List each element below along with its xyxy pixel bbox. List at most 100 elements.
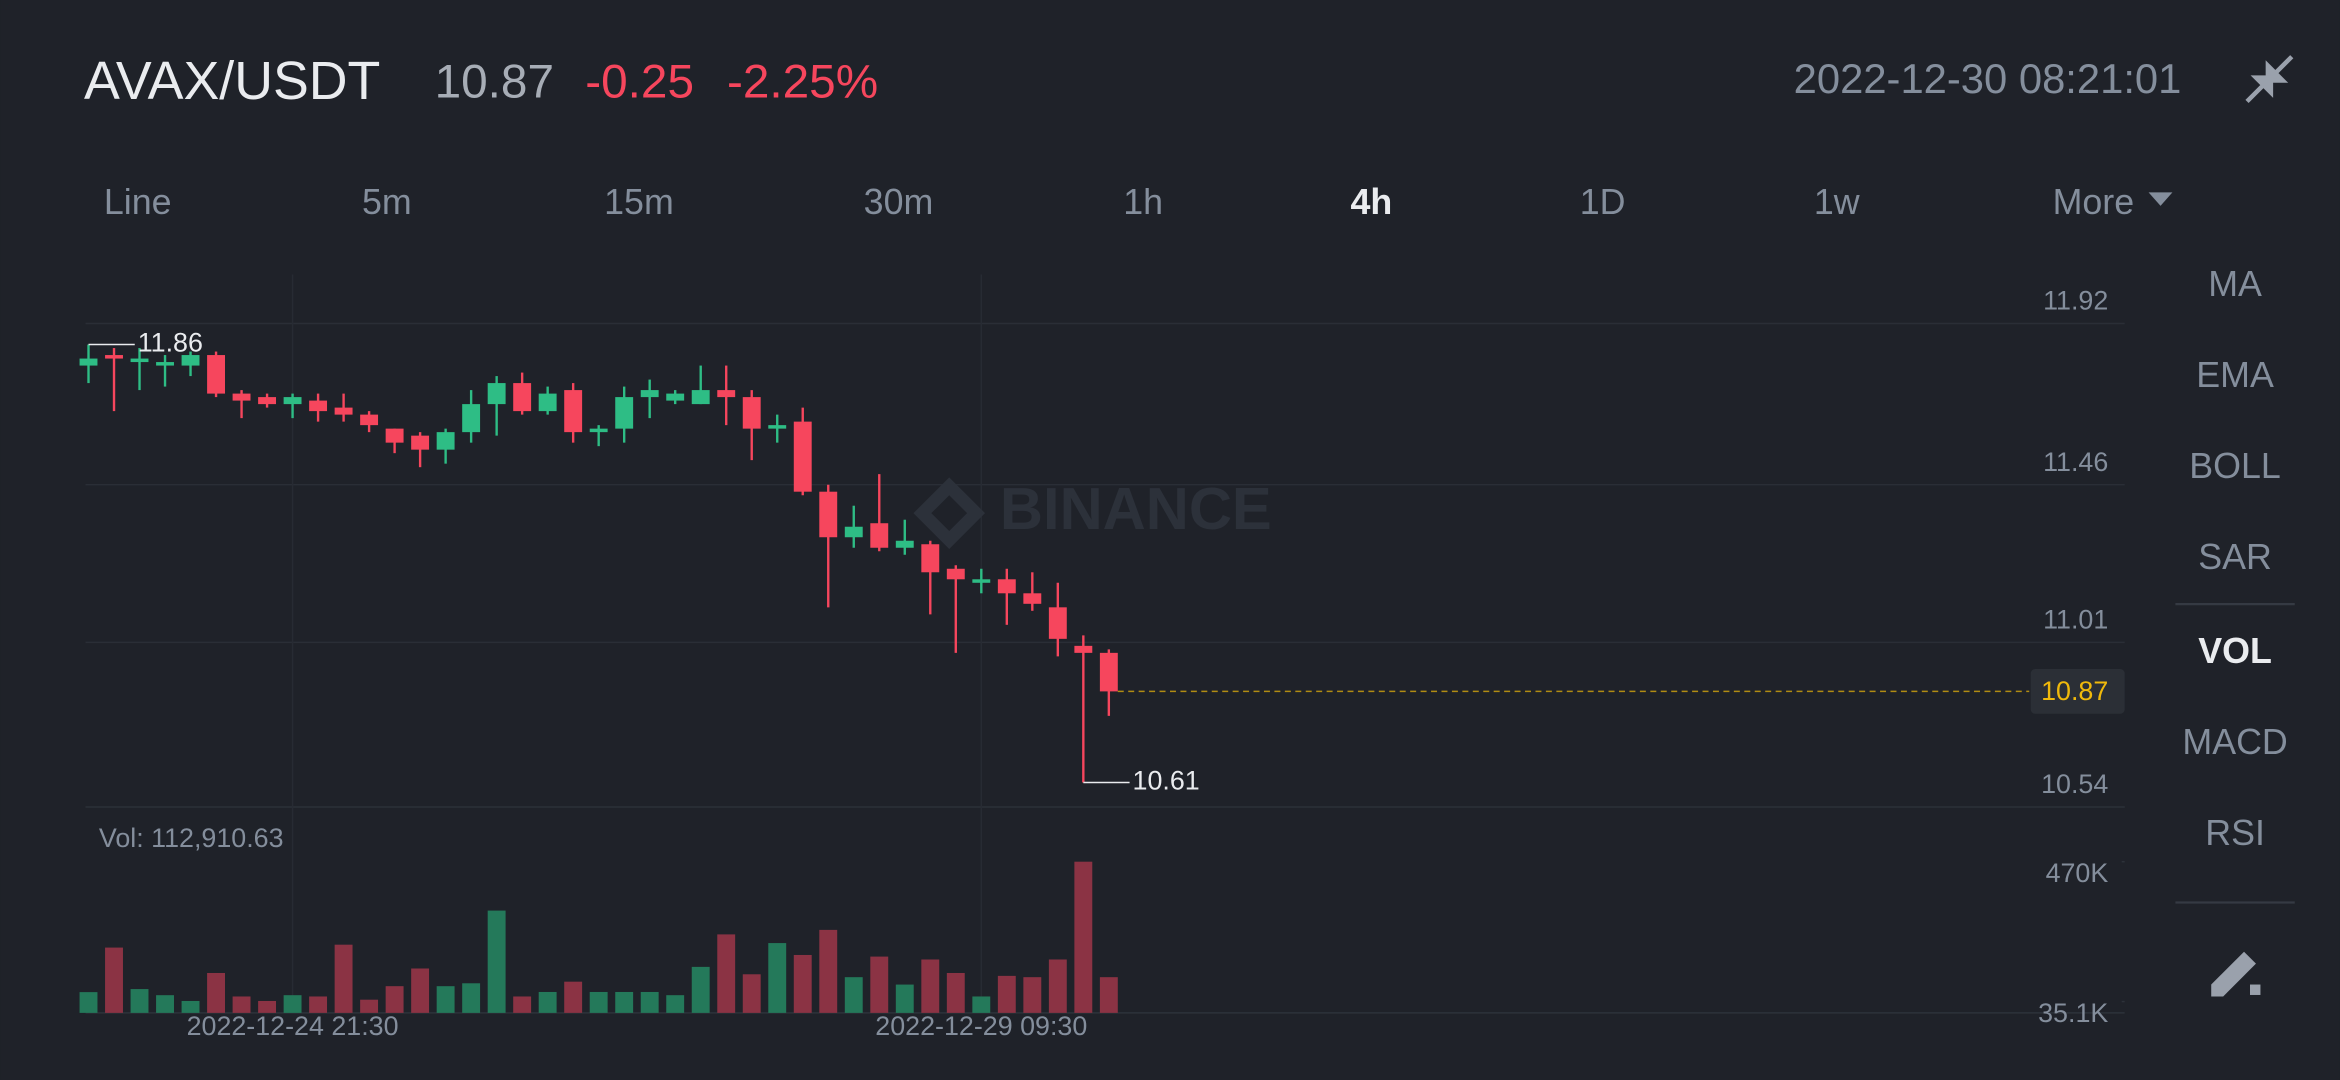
volume-bar <box>207 972 225 1013</box>
candle-body <box>538 393 557 412</box>
candle-body <box>768 425 787 429</box>
volume-bar <box>819 929 838 1013</box>
volume-bar <box>793 954 812 1013</box>
candle-body <box>283 397 302 405</box>
candle-body <box>487 383 506 405</box>
volume-bar <box>997 975 1016 1013</box>
volume-bar <box>972 996 991 1013</box>
volume-bar <box>232 996 251 1013</box>
price: 10.87 <box>435 56 554 109</box>
volume-bar <box>1023 977 1042 1013</box>
candle-body <box>385 428 404 443</box>
volume-bar <box>538 991 557 1013</box>
timeframe-tab[interactable]: 1h <box>1123 182 1163 222</box>
candle-body <box>921 544 940 573</box>
volume-bar <box>946 972 965 1013</box>
volume-bar <box>768 943 787 1013</box>
candle-body <box>181 355 200 366</box>
indicator-tab[interactable]: EMA <box>2196 355 2274 395</box>
x-tick-label: 2022-12-29 09:30 <box>875 1011 1087 1041</box>
y-tick-label: 35.1K <box>2038 998 2108 1028</box>
draw-tool-icon[interactable] <box>2211 951 2261 997</box>
volume-bar <box>1048 959 1067 1013</box>
candle-body <box>513 383 532 412</box>
volume-bar <box>564 981 583 1013</box>
candle-body <box>232 393 251 401</box>
candle-body <box>742 397 761 429</box>
volume-bar <box>1074 861 1093 1013</box>
datetime: 2022-12-30 08:21:01 <box>1794 55 2182 102</box>
candle-body <box>793 421 812 492</box>
volume-bar <box>513 996 532 1013</box>
volume-title: Vol: 112,910.63 <box>99 823 284 853</box>
timeframe-tab[interactable]: 30m <box>864 182 934 222</box>
timeframe-tab[interactable]: More <box>2053 182 2135 222</box>
volume-bar <box>615 991 634 1013</box>
volume-bar <box>258 1000 277 1013</box>
indicator-tab[interactable]: MACD <box>2182 722 2287 762</box>
candle-body <box>1023 593 1042 604</box>
timeframe-tab[interactable]: 1w <box>1814 182 1860 222</box>
candle-body <box>411 435 430 450</box>
y-tick-label: 11.46 <box>2043 447 2108 477</box>
candle-body <box>1074 645 1093 653</box>
candle-body <box>870 523 889 548</box>
indicator-tab[interactable]: MA <box>2208 264 2262 304</box>
candle-body <box>105 355 123 359</box>
candle-body <box>844 526 863 538</box>
candle-body <box>130 358 149 363</box>
volume-bar <box>79 992 98 1013</box>
candle-body <box>615 397 634 429</box>
candle-body <box>436 432 455 450</box>
candle-body <box>156 362 174 366</box>
indicator-tab[interactable]: VOL <box>2198 631 2272 671</box>
candle-body <box>207 355 225 394</box>
y-tick-label: 470K <box>2046 858 2109 888</box>
pair: AVAX/USDT <box>84 51 380 111</box>
last-price-box <box>2030 669 2125 714</box>
timeframe-tab[interactable]: 5m <box>362 182 412 222</box>
volume-bar <box>462 983 481 1013</box>
indicator-tab[interactable]: SAR <box>2198 537 2272 577</box>
volume-bar <box>895 984 914 1013</box>
volume-bar <box>309 996 328 1013</box>
watermark: BINANCE <box>1000 475 1272 542</box>
timeframe-tab[interactable]: Line <box>104 182 172 222</box>
volume-bar <box>105 947 123 1013</box>
candle-body <box>1048 607 1067 639</box>
volume-bar <box>717 934 736 1013</box>
volume-bar <box>844 977 863 1013</box>
candle-body <box>691 390 710 405</box>
indicator-tab[interactable]: RSI <box>2205 813 2265 853</box>
y-tick-label: 11.92 <box>2043 286 2108 316</box>
timeframe-tab[interactable]: 1D <box>1580 182 1626 222</box>
collapse-icon[interactable] <box>2245 55 2294 104</box>
last-price-label: 10.87 <box>2041 676 2108 706</box>
volume-bar <box>1099 977 1118 1013</box>
more-caret <box>2148 192 2173 206</box>
volume-bar <box>130 989 149 1013</box>
candle-body <box>946 568 965 580</box>
candle-body <box>666 393 685 401</box>
timeframe-tab[interactable]: 15m <box>604 182 674 222</box>
candle-body <box>1099 652 1118 692</box>
volume-bar <box>283 995 302 1013</box>
candle-body <box>360 414 379 426</box>
candle-body <box>640 390 659 398</box>
candle-body <box>79 358 98 366</box>
candle-body <box>258 397 277 405</box>
indicator-tab[interactable]: BOLL <box>2189 446 2281 486</box>
timeframe-tab[interactable]: 4h <box>1350 182 1392 222</box>
candle-body <box>717 390 736 398</box>
volume-bar <box>360 999 379 1013</box>
chart-area: 11.92 11.46 11.01 10.54 11.86 10.61 10.87 Vol: … <box>79 274 2125 1028</box>
volume-bar <box>921 959 940 1013</box>
candle-body <box>819 491 838 538</box>
y-tick-label: 11.01 <box>2043 605 2108 635</box>
volume-bar <box>156 995 174 1013</box>
extreme-label: 11.86 <box>138 328 203 358</box>
candle-body <box>564 390 583 433</box>
